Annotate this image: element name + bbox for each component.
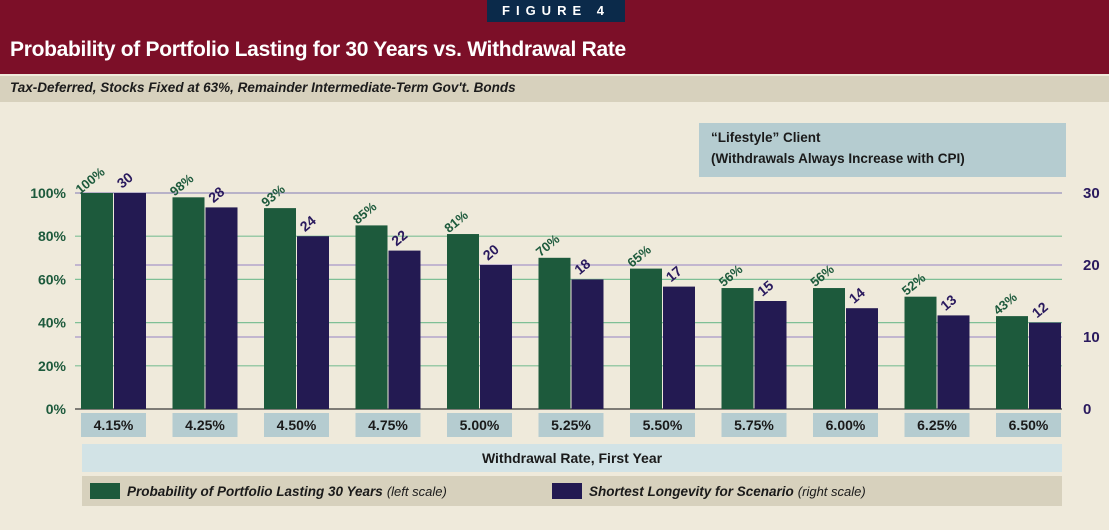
category-labels: 4.15% 4.25% 4.50% 4.75% 5.00% 5.25% 5.50% 5.75%…	[81, 413, 1061, 437]
data-label-probability: 98%	[167, 170, 197, 198]
category-label: 4.75%	[368, 417, 408, 433]
left-tick-label: 40%	[38, 315, 67, 331]
category-label: 6.25%	[917, 417, 957, 433]
category-label: 5.00%	[460, 417, 500, 433]
bar-longevity	[663, 286, 695, 409]
category-label: 6.50%	[1009, 417, 1049, 433]
left-tick-label: 60%	[38, 271, 67, 287]
data-label-probability: 43%	[990, 289, 1020, 317]
data-label-probability: 81%	[441, 207, 471, 235]
category-box	[813, 413, 878, 437]
bar-longevity	[1029, 322, 1061, 409]
bar-probability	[81, 193, 113, 409]
bar-longevity	[937, 315, 970, 409]
legend-swatch-probability	[90, 483, 120, 499]
legend-note-probability: (left scale)	[386, 483, 447, 499]
right-axis: 0 10 20 30	[1083, 185, 1100, 418]
bar-probability	[904, 296, 937, 409]
right-tick-label: 30	[1083, 185, 1100, 202]
bar-probability	[538, 257, 571, 409]
annotation-line-2: (Withdrawals Always Increase with CPI)	[711, 151, 965, 166]
data-label-probability: 100%	[73, 164, 108, 197]
category-box	[996, 413, 1061, 437]
subtitle-band: Tax-Deferred, Stocks Fixed at 63%, Remai…	[0, 76, 1109, 102]
bar-longevity	[754, 301, 787, 409]
category-label: 5.50%	[643, 417, 683, 433]
category-box	[447, 413, 512, 437]
data-label-probability: 70%	[533, 231, 563, 259]
data-label-longevity: 14	[846, 284, 868, 306]
left-tick-label: 100%	[30, 185, 66, 201]
bar-probability	[813, 288, 845, 409]
legend-note-longevity: (right scale)	[797, 483, 866, 499]
bar-probability	[721, 288, 754, 409]
data-label-longevity: 12	[1029, 299, 1051, 321]
category-label: 6.00%	[826, 417, 866, 433]
legend-item-longevity: Shortest Longevity for Scenario (right s…	[552, 476, 866, 506]
legend-label-probability: Probability of Portfolio Lasting 30 Year…	[127, 483, 383, 499]
category-label: 4.25%	[185, 417, 225, 433]
data-label-longevity: 13	[937, 291, 959, 313]
data-label-longevity: 24	[297, 212, 319, 234]
legend-item-probability: Probability of Portfolio Lasting 30 Year…	[90, 476, 447, 506]
bar-probability	[996, 316, 1028, 409]
figure-tag: FIGURE 4	[487, 0, 625, 22]
category-label: 5.25%	[551, 417, 591, 433]
legend-label-longevity: Shortest Longevity for Scenario	[589, 483, 794, 499]
bar-probability	[355, 225, 388, 409]
bar-probability	[172, 197, 205, 409]
category-label: 5.75%	[734, 417, 774, 433]
annotation-line-1: “Lifestyle” Client	[711, 130, 821, 145]
data-label-probability: 93%	[258, 181, 288, 209]
left-tick-label: 80%	[38, 228, 67, 244]
bar-probability	[630, 268, 662, 409]
right-tick-label: 20	[1083, 257, 1100, 274]
category-box	[81, 413, 146, 437]
bar-longevity	[571, 279, 604, 409]
bar-longevity	[297, 236, 329, 409]
category-box	[355, 413, 421, 437]
left-tick-label: 20%	[38, 358, 67, 374]
data-label-longevity: 30	[114, 169, 136, 191]
category-box	[904, 413, 970, 437]
legend-swatch-longevity	[552, 483, 582, 499]
bar-longevity	[846, 308, 878, 409]
data-label-longevity: 17	[663, 263, 685, 285]
category-box	[172, 413, 238, 437]
bars	[81, 193, 1061, 409]
data-label-longevity: 22	[388, 227, 410, 249]
category-box	[721, 413, 787, 437]
left-tick-label: 0%	[46, 401, 67, 417]
header-band: FIGURE 4 Probability of Portfolio Lastin…	[0, 0, 1109, 74]
bar-longevity	[480, 265, 512, 409]
category-label: 4.15%	[94, 417, 134, 433]
category-box	[264, 413, 329, 437]
data-label-longevity: 28	[205, 183, 227, 205]
chart-subtitle: Tax-Deferred, Stocks Fixed at 63%, Remai…	[10, 80, 516, 95]
bar-probability	[264, 208, 296, 409]
data-label-probability: 85%	[350, 199, 380, 227]
bar-longevity	[205, 207, 238, 409]
bar-longevity	[388, 250, 421, 409]
data-label-longevity: 18	[571, 255, 593, 277]
category-label: 4.50%	[277, 417, 317, 433]
legend: Probability of Portfolio Lasting 30 Year…	[82, 476, 1062, 506]
category-box	[538, 413, 604, 437]
category-box	[630, 413, 695, 437]
right-tick-label: 10	[1083, 329, 1100, 346]
lifestyle-annotation: “Lifestyle” Client (Withdrawals Always I…	[699, 123, 1066, 177]
data-label-longevity: 20	[480, 241, 502, 263]
data-label-probability: 52%	[899, 270, 929, 298]
left-axis: 0% 20% 40% 60% 80% 100%	[30, 185, 66, 417]
data-label-longevity: 15	[754, 277, 776, 299]
bar-probability	[447, 234, 479, 409]
x-axis-title: Withdrawal Rate, First Year	[82, 444, 1062, 472]
data-label-probability: 65%	[624, 242, 654, 270]
right-tick-label: 0	[1083, 401, 1091, 418]
chart-title: Probability of Portfolio Lasting for 30 …	[10, 38, 626, 61]
bar-longevity	[114, 193, 146, 409]
